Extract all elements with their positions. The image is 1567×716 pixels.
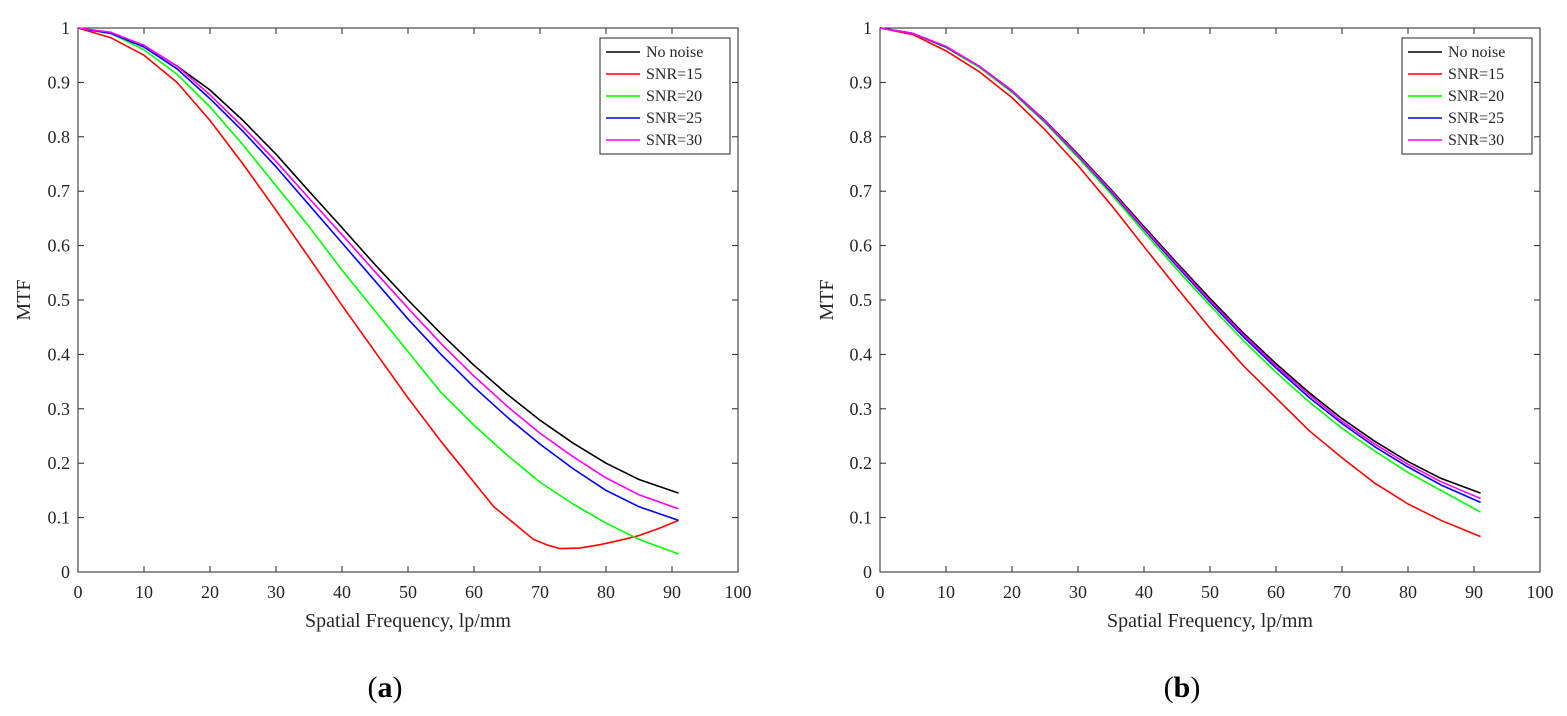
legend-label: SNR=20 — [1448, 88, 1504, 105]
y-axis-label-a: MTF — [13, 279, 35, 320]
x-tick-label: 90 — [663, 582, 681, 602]
y-tick-label: 0.7 — [850, 181, 873, 201]
y-tick-label: 0.6 — [48, 236, 71, 256]
legend-label: No noise — [646, 44, 703, 61]
y-tick-label: 0.3 — [48, 399, 71, 419]
x-axis-ticks-a: 0 10 20 30 40 50 60 70 80 90 100 — [74, 28, 752, 602]
x-tick-label: 70 — [531, 582, 549, 602]
legend-label: SNR=25 — [1448, 110, 1504, 127]
chart-panel-b: 0 0.1 0.2 0.3 0.4 0.5 0.6 0.7 0.8 0.9 1 0 10 20 30 40 5… — [816, 18, 1554, 704]
x-tick-label: 10 — [135, 582, 153, 602]
legend-a: No noise SNR=15 SNR=20 SNR=25 SNR=30 — [599, 37, 731, 155]
y-tick-label: 0.3 — [850, 399, 873, 419]
x-tick-label: 90 — [1465, 582, 1483, 602]
panel-letter-a: a — [378, 671, 393, 704]
x-tick-label: 100 — [1527, 582, 1554, 602]
series-line-snr-15 — [77, 27, 679, 550]
y-tick-label: 1 — [61, 18, 70, 38]
x-axis-label-b: Spatial Frequency, lp/mm — [1107, 610, 1313, 632]
y-axis-label-b: MTF — [816, 279, 838, 320]
y-tick-label: 0.6 — [850, 236, 873, 256]
y-tick-label: 0.9 — [48, 72, 71, 92]
legend-label: SNR=15 — [1448, 66, 1504, 83]
series-line-snr-20 — [879, 27, 1481, 513]
x-tick-label: 10 — [937, 582, 955, 602]
y-axis-ticks-b: 0 0.1 0.2 0.3 0.4 0.5 0.6 0.7 0.8 0.9 1 — [850, 18, 1540, 582]
y-tick-label: 0.2 — [850, 453, 873, 473]
x-tick-label: 0 — [876, 582, 885, 602]
x-tick-label: 20 — [1003, 582, 1021, 602]
y-tick-label: 0.8 — [48, 127, 71, 147]
y-tick-label: 0.2 — [48, 453, 71, 473]
y-tick-label: 0.9 — [850, 72, 873, 92]
y-tick-label: 0.5 — [850, 290, 873, 310]
series-line-snr-15 — [879, 27, 1481, 538]
series-line-snr-20 — [77, 27, 679, 555]
series-line-snr-30 — [879, 27, 1481, 500]
x-axis-ticks-b: 0 10 20 30 40 50 60 70 80 90 100 — [876, 28, 1554, 602]
panel-label-b: (b) — [1164, 671, 1201, 704]
legend-label: SNR=30 — [1448, 132, 1504, 149]
x-tick-label: 80 — [597, 582, 615, 602]
x-axis-label-a: Spatial Frequency, lp/mm — [305, 610, 511, 632]
y-axis-ticks-a: 0 0.1 0.2 0.3 0.4 0.5 0.6 0.7 0.8 0.9 1 — [48, 18, 738, 582]
x-tick-label: 30 — [1069, 582, 1087, 602]
x-tick-label: 60 — [1267, 582, 1285, 602]
y-tick-label: 0 — [61, 562, 70, 582]
x-tick-label: 0 — [74, 582, 83, 602]
x-tick-label: 50 — [1201, 582, 1219, 602]
series-lines-a — [77, 27, 679, 555]
x-tick-label: 100 — [725, 582, 752, 602]
x-tick-label: 70 — [1333, 582, 1351, 602]
y-tick-label: 1 — [863, 18, 872, 38]
x-tick-label: 20 — [201, 582, 219, 602]
x-tick-label: 80 — [1399, 582, 1417, 602]
series-line-snr-25 — [77, 27, 679, 522]
y-tick-label: 0.4 — [48, 344, 71, 364]
legend-label: SNR=20 — [646, 88, 702, 105]
series-line-snr-30 — [77, 27, 679, 510]
x-tick-label: 50 — [399, 582, 417, 602]
legend-label: SNR=15 — [646, 66, 702, 83]
y-tick-label: 0.4 — [850, 344, 873, 364]
chart-panel-a: 0 0.1 0.2 0.3 0.4 0.5 0.6 0.7 0.8 0.9 1 0 10 20 30 40 5… — [13, 18, 752, 704]
y-tick-label: 0.1 — [48, 508, 71, 528]
legend-label: SNR=30 — [646, 132, 702, 149]
x-tick-label: 40 — [333, 582, 351, 602]
x-tick-label: 60 — [465, 582, 483, 602]
y-tick-label: 0.8 — [850, 127, 873, 147]
y-tick-label: 0.7 — [48, 181, 71, 201]
y-tick-label: 0 — [863, 562, 872, 582]
panel-label-a: (a) — [368, 671, 403, 704]
legend-b: No noise SNR=15 SNR=20 SNR=25 SNR=30 — [1401, 37, 1533, 155]
x-tick-label: 30 — [267, 582, 285, 602]
legend-label: No noise — [1448, 44, 1505, 61]
x-tick-label: 40 — [1135, 582, 1153, 602]
y-tick-label: 0.1 — [850, 508, 873, 528]
panel-letter-b: b — [1174, 671, 1191, 704]
y-tick-label: 0.5 — [48, 290, 71, 310]
series-lines-b — [879, 27, 1481, 538]
legend-label: SNR=25 — [646, 110, 702, 127]
